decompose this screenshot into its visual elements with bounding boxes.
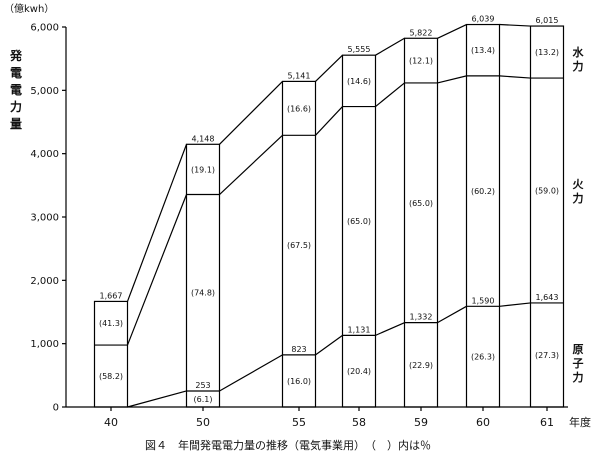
connector-thermal xyxy=(437,75,467,84)
connector-nuclear xyxy=(375,322,405,336)
pct-label-hydro: (19.1) xyxy=(191,165,215,174)
pct-label-thermal: (65.0) xyxy=(409,199,433,208)
y-tick-label: 0 xyxy=(53,403,59,414)
connector-thermal xyxy=(219,134,283,195)
series-label-hydro: 水力 xyxy=(573,45,585,73)
pct-label-hydro: (12.1) xyxy=(409,57,433,66)
pct-label-nuclear: (26.3) xyxy=(471,353,495,362)
connector-nuclear xyxy=(499,302,531,307)
pct-label-thermal: (59.0) xyxy=(535,186,559,195)
connector-total xyxy=(499,23,531,27)
bar xyxy=(529,25,565,408)
connector-nuclear xyxy=(127,390,187,408)
nuclear-value-label: 253 xyxy=(195,381,210,390)
unit-label: （億kwh） xyxy=(4,2,54,15)
nuclear-value-label: 1,131 xyxy=(348,325,371,334)
pct-label-nuclear: (27.3) xyxy=(535,351,559,360)
axes: 0 1,000 2,000 3,000 4,000 5,000 6,000 xyxy=(30,23,568,414)
pct-label-thermal: (67.5) xyxy=(287,241,311,250)
connector-thermal xyxy=(315,106,343,136)
y-tick-label: 4,000 xyxy=(30,149,59,160)
bar xyxy=(403,37,439,408)
connector-total xyxy=(437,23,467,39)
nuclear-value-label: 1,590 xyxy=(472,296,495,305)
total-label: 6,039 xyxy=(472,15,495,24)
bar-group xyxy=(93,23,565,408)
pct-label-nuclear: (22.9) xyxy=(409,361,433,370)
connector-thermal xyxy=(126,194,188,346)
connector-nuclear xyxy=(315,334,343,356)
pct-label-thermal: (74.8) xyxy=(191,289,215,298)
pct-label-nuclear: (16.0) xyxy=(287,377,311,386)
connector-nuclear xyxy=(437,305,467,324)
x-tick-label: 59 xyxy=(414,416,428,429)
y-axis-label: 発電電力量 xyxy=(9,48,23,131)
bar xyxy=(465,23,501,408)
data-labels: 40 1,667 (41.3) (58.2) 50 4,148 (19.1) (74.8) (6… xyxy=(99,15,559,429)
total-label: 5,822 xyxy=(410,28,433,37)
bar xyxy=(185,143,221,408)
total-label: 6,015 xyxy=(536,16,559,25)
y-tick-label: 6,000 xyxy=(30,23,59,34)
pct-label-thermal: (58.2) xyxy=(99,372,123,381)
bar xyxy=(93,300,129,408)
figure-caption: 図４ 年間発電電力量の推移（電気事業用） （ ）内は％ xyxy=(145,438,431,452)
connector-nuclear xyxy=(219,354,283,392)
x-tick-label: 50 xyxy=(196,416,210,429)
pct-label-hydro: (41.3) xyxy=(99,319,123,328)
nuclear-value-label: 1,643 xyxy=(536,293,559,302)
x-tick-label: 61 xyxy=(540,416,554,429)
pct-label-nuclear: (6.1) xyxy=(194,395,213,404)
x-tick-label: 60 xyxy=(476,416,490,429)
connector-thermal xyxy=(375,82,405,108)
total-label: 4,148 xyxy=(192,134,215,143)
connector-thermal xyxy=(499,75,531,79)
connector-total xyxy=(315,54,343,82)
bar xyxy=(341,54,377,408)
x-tick-label: 58 xyxy=(352,416,366,429)
pct-label-hydro: (14.6) xyxy=(347,77,371,86)
nuclear-value-label: 1,332 xyxy=(410,313,433,322)
pct-label-thermal: (60.2) xyxy=(471,187,495,196)
total-label: 1,667 xyxy=(100,291,123,300)
series-connector-lines xyxy=(126,23,531,408)
x-tick-label: 40 xyxy=(104,416,118,429)
series-label-thermal: 火力 xyxy=(573,178,585,205)
nuclear-value-label: 823 xyxy=(291,345,306,354)
total-label: 5,141 xyxy=(288,71,311,80)
pct-label-nuclear: (20.4) xyxy=(347,367,371,376)
x-axis-label: 年度 xyxy=(569,415,591,429)
pct-label-thermal: (65.0) xyxy=(347,217,371,226)
y-tick-label: 1,000 xyxy=(30,339,59,350)
connector-total xyxy=(375,37,405,56)
y-tick-label: 5,000 xyxy=(30,86,59,97)
pct-label-hydro: (13.4) xyxy=(471,46,495,55)
connector-total xyxy=(219,80,283,145)
y-tick-label: 2,000 xyxy=(30,276,59,287)
connector-total xyxy=(126,144,188,302)
pct-label-hydro: (16.6) xyxy=(287,104,311,113)
pct-label-hydro: (13.2) xyxy=(535,48,559,57)
x-tick-label: 55 xyxy=(292,416,306,429)
y-tick-label: 3,000 xyxy=(30,213,59,224)
series-label-nuclear: 原子力 xyxy=(573,343,584,384)
total-label: 5,555 xyxy=(348,45,371,54)
